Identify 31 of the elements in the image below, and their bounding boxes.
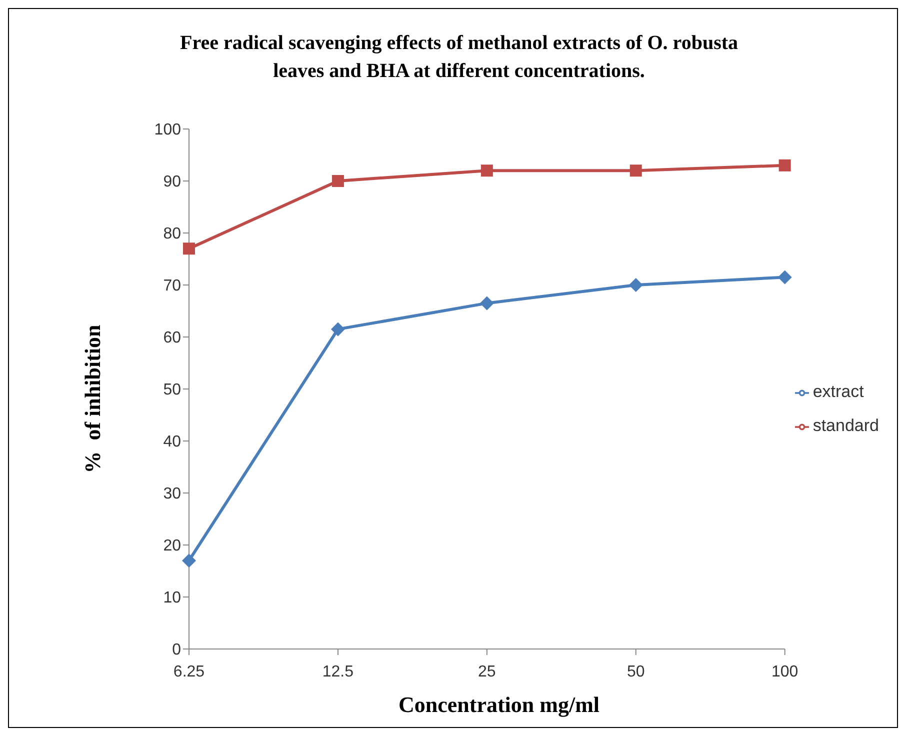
- y-tick-label: 100: [154, 122, 182, 139]
- x-tick-label: 50: [626, 663, 645, 680]
- point: [182, 554, 196, 568]
- y-tick-label: 30: [163, 486, 182, 503]
- y-tick-label: 90: [163, 174, 182, 191]
- y-tick-label: 0: [172, 642, 182, 659]
- y-tick-label: 40: [163, 434, 182, 451]
- point: [778, 159, 791, 172]
- point: [332, 175, 344, 187]
- point: [183, 242, 195, 255]
- y-tick-label: 20: [163, 538, 182, 555]
- x-tick-label: 12.5: [322, 663, 354, 680]
- point: [480, 164, 493, 177]
- point: [628, 278, 643, 292]
- point: [630, 164, 642, 177]
- legend-label: extract: [812, 382, 864, 401]
- chart-title: Free radical scavenging effects of methanol extracts of O. robusta leaves and BHA at different concentrations.: [178, 31, 740, 84]
- y-axis-title: % of inhibition: [80, 324, 106, 474]
- y-tick-label: 60: [163, 330, 182, 347]
- point: [778, 270, 792, 284]
- x-axis-title: Concentration mg/ml: [397, 692, 601, 718]
- point: [480, 296, 494, 310]
- y-tick-label: 80: [163, 226, 182, 243]
- y-tick-label: 50: [163, 382, 182, 399]
- x-tick-label: 25: [478, 663, 496, 680]
- legend-label: standard: [812, 416, 879, 435]
- x-tick-label: 6.25: [173, 663, 205, 680]
- point: [330, 322, 345, 336]
- y-tick-label: 70: [163, 278, 182, 295]
- x-tick-label: 100: [771, 663, 798, 680]
- y-tick-label: 10: [163, 590, 182, 607]
